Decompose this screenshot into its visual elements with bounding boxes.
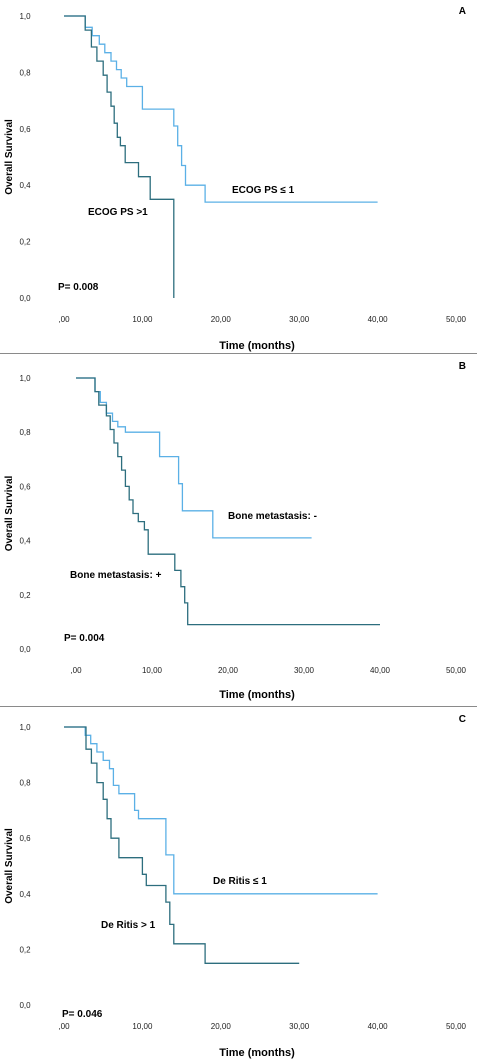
panel-separator [0,706,477,707]
km-panel-a: 0,0 0,2 0,4 0,6 0,8 1,0 ,00 10,00 20,00 30,00 40,0… [4,6,467,352]
x-tick-label: 10,00 [132,315,153,324]
x-tick-label: 20,00 [211,1022,232,1031]
y-tick-label: 0,2 [19,238,31,247]
y-tick-label: 0,4 [19,890,31,899]
p-value: P= 0.004 [64,633,105,644]
curve-label: ECOG PS ≤ 1 [232,185,295,196]
y-tick-label: 0,0 [19,645,31,654]
curve-label: Bone metastasis: + [70,570,162,581]
x-tick-label: ,00 [58,1022,70,1031]
panel-label: A [459,6,466,17]
x-axis-label: Time (months) [219,1047,295,1059]
y-tick-label: 0,6 [19,834,31,843]
x-tick-label: 40,00 [368,315,389,324]
curve-label: De Ritis ≤ 1 [213,876,267,887]
panel-label: B [459,361,466,372]
p-value: P= 0.008 [58,282,99,293]
curve-label: Bone metastasis: - [228,511,317,522]
curve-label: ECOG PS >1 [88,207,148,218]
x-tick-label: 40,00 [370,666,391,675]
y-tick-label: 1,0 [19,12,31,21]
x-tick-label: 10,00 [142,666,163,675]
y-tick-label: 0,0 [19,1001,31,1010]
x-tick-label: 20,00 [218,666,239,675]
km-panel-c: 0,0 0,2 0,4 0,6 0,8 1,0 ,00 10,00 20,00 30,00 40,0… [4,714,467,1059]
y-tick-label: 0,2 [19,591,31,600]
y-axis-label: Overall Survival [4,828,15,904]
survival-curve-reference [64,726,378,895]
x-tick-label: ,00 [58,315,70,324]
x-tick-label: 20,00 [211,315,232,324]
y-tick-label: 1,0 [19,374,31,383]
panel-label: C [459,714,466,725]
x-tick-label: 50,00 [446,1022,467,1031]
y-tick-label: 0,0 [19,294,31,303]
y-tick-label: 0,2 [19,945,31,954]
y-tick-label: 0,4 [19,181,31,190]
y-tick-label: 0,6 [19,482,31,491]
x-axis-label: Time (months) [219,689,295,701]
y-axis-label: Overall Survival [4,119,15,195]
x-axis-label: Time (months) [219,340,295,352]
y-tick-label: 0,6 [19,125,31,134]
x-tick-label: 30,00 [289,1022,310,1031]
y-tick-label: 0,4 [19,537,31,546]
x-tick-label: ,00 [70,666,82,675]
x-tick-label: 50,00 [446,315,467,324]
survival-curve-comparison [76,377,380,626]
survival-curve-comparison [64,15,175,298]
y-tick-label: 0,8 [19,428,31,437]
y-tick-label: 0,8 [19,779,31,788]
p-value: P= 0.046 [62,1009,103,1020]
curve-label: De Ritis > 1 [101,920,156,931]
km-panel-b: 0,0 0,2 0,4 0,6 0,8 1,0 ,00 10,00 20,00 30,00 40,0… [4,361,467,701]
y-tick-label: 1,0 [19,723,31,732]
survival-curve-reference [64,15,378,203]
x-tick-label: 40,00 [368,1022,389,1031]
panel-separator [0,353,477,354]
survival-curve-comparison [64,726,300,964]
x-tick-label: 10,00 [132,1022,153,1031]
x-tick-label: 30,00 [294,666,315,675]
y-tick-label: 0,8 [19,68,31,77]
y-axis-label: Overall Survival [4,475,15,551]
x-tick-label: 30,00 [289,315,310,324]
x-tick-label: 50,00 [446,666,467,675]
